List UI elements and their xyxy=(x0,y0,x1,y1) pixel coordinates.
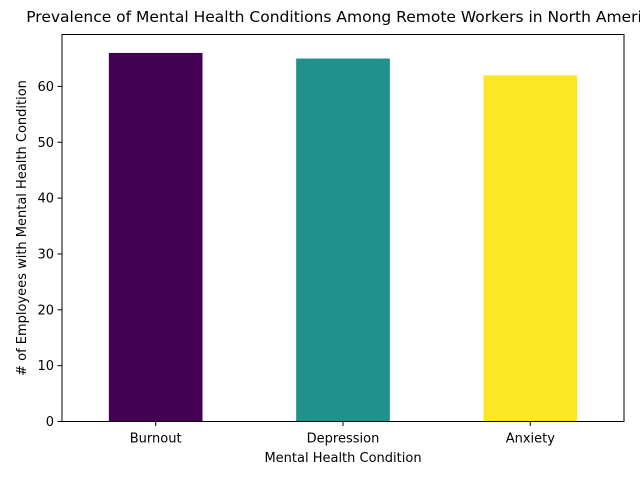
y-tick-label: 0 xyxy=(46,415,54,430)
x-tick-label: Anxiety xyxy=(506,432,556,447)
x-tick-label: Depression xyxy=(307,432,380,447)
x-tick-label: Burnout xyxy=(130,432,182,447)
bar-depression xyxy=(296,58,390,422)
y-tick-label: 10 xyxy=(37,359,54,374)
x-axis: Burnout Depression Anxiety xyxy=(130,421,556,447)
y-tick-label: 60 xyxy=(37,80,54,95)
y-tick-label: 20 xyxy=(37,303,54,318)
bar-burnout xyxy=(108,52,203,422)
bars-group xyxy=(108,52,578,422)
x-axis-label: Mental Health Condition xyxy=(264,451,421,466)
y-tick-label: 50 xyxy=(37,136,54,151)
plot-frame xyxy=(61,34,625,422)
y-axis-label: # of Employees with Mental Health Condit… xyxy=(15,80,30,376)
chart-title: Prevalence of Mental Health Conditions A… xyxy=(26,8,640,26)
y-tick-label: 40 xyxy=(37,192,54,207)
y-axis: 0 10 20 30 40 50 60 xyxy=(37,80,62,430)
y-tick-label: 30 xyxy=(37,247,54,262)
bar-anxiety xyxy=(483,75,578,422)
